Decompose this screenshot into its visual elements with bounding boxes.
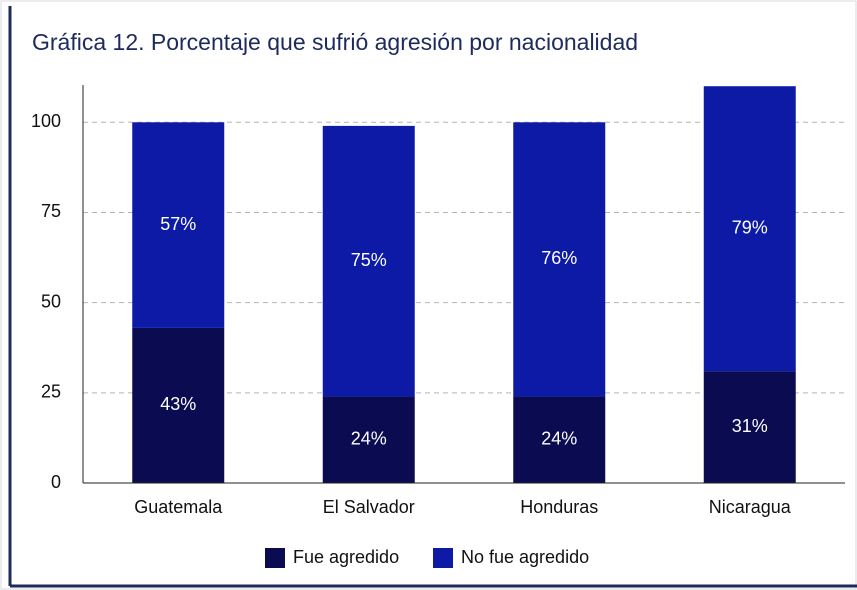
y-tick-label: 75 xyxy=(41,201,61,221)
y-tick-label: 50 xyxy=(41,291,61,311)
x-tick-label: Guatemala xyxy=(134,497,223,517)
y-tick-label: 0 xyxy=(51,472,61,492)
bar-segment xyxy=(322,125,415,397)
value-label: 57% xyxy=(160,214,196,234)
x-tick-label: Nicaragua xyxy=(709,497,792,517)
x-tick-label: Honduras xyxy=(520,497,598,517)
legend-swatch xyxy=(433,548,453,568)
legend-swatch xyxy=(265,548,285,568)
value-label: 24% xyxy=(541,428,577,448)
bar-segment xyxy=(513,122,606,397)
chart-title: Gráfica 12. Porcentaje que sufrió agresi… xyxy=(32,29,638,55)
legend-label: No fue agredido xyxy=(461,547,589,567)
value-label: 79% xyxy=(732,217,768,237)
value-label: 24% xyxy=(351,428,387,448)
bar-segment xyxy=(703,86,796,372)
bar-segment xyxy=(132,327,225,483)
legend-label: Fue agredido xyxy=(293,547,399,567)
value-label: 31% xyxy=(732,416,768,436)
bar-segment xyxy=(322,396,415,483)
y-tick-label: 25 xyxy=(41,382,61,402)
bar-segment xyxy=(513,396,606,483)
x-tick-label: El Salvador xyxy=(323,497,415,517)
bar-segment xyxy=(703,371,796,483)
y-tick-label: 100 xyxy=(31,111,61,131)
value-label: 43% xyxy=(160,394,196,414)
value-label: 76% xyxy=(541,248,577,268)
bar-segment xyxy=(132,122,225,328)
value-label: 75% xyxy=(351,250,387,270)
